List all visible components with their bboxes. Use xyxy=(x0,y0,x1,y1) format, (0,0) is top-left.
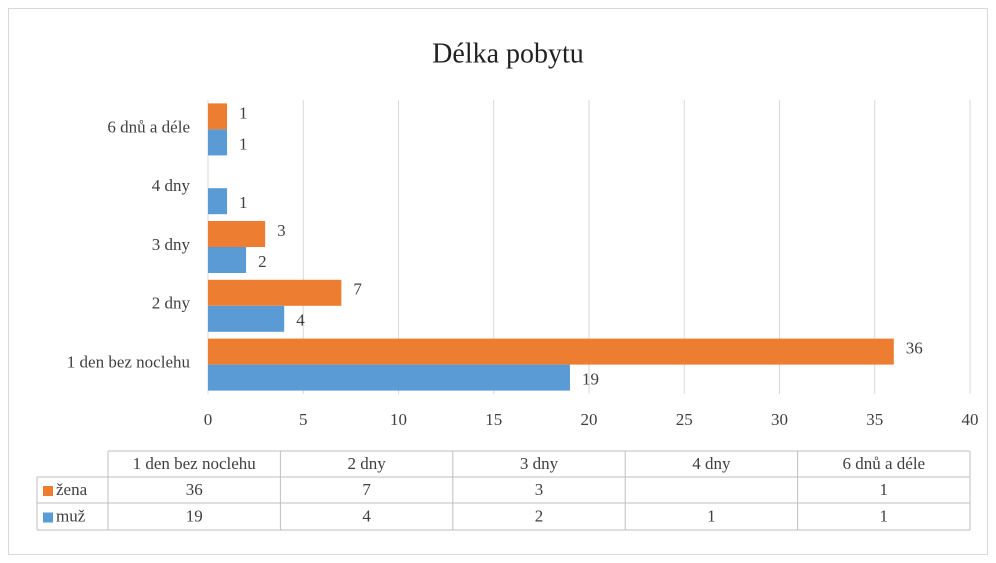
legend-swatch xyxy=(43,512,53,523)
bar xyxy=(208,279,342,306)
y-tick-label: 3 dny xyxy=(152,235,191,254)
bar xyxy=(208,364,570,391)
data-label: 7 xyxy=(353,280,362,299)
x-tick-label: 10 xyxy=(390,410,407,429)
x-tick-label: 30 xyxy=(771,410,788,429)
y-tick-label: 4 dny xyxy=(152,176,191,195)
table-cell: 36 xyxy=(186,480,203,499)
data-label: 1 xyxy=(239,103,248,122)
table-cell: 3 xyxy=(535,480,544,499)
table-cell: 2 xyxy=(535,506,544,525)
data-label: 1 xyxy=(239,134,248,153)
bar xyxy=(208,305,285,332)
bar xyxy=(208,247,247,273)
legend-label: muž xyxy=(56,506,86,525)
table-header: 2 dny xyxy=(347,454,386,473)
data-label: 1 xyxy=(239,193,248,212)
x-tick-label: 25 xyxy=(676,410,693,429)
table-cell: 7 xyxy=(362,480,371,499)
data-label: 36 xyxy=(906,339,923,358)
y-tick-label: 2 dny xyxy=(152,294,191,313)
legend-swatch xyxy=(43,486,53,496)
table-cell: 1 xyxy=(880,480,889,499)
table-header: 3 dny xyxy=(520,454,559,473)
y-tick-label: 6 dnů a déle xyxy=(107,117,190,136)
table-header: 1 den bez noclehu xyxy=(133,454,257,473)
table-cell: 4 xyxy=(362,506,371,525)
data-label: 4 xyxy=(296,311,305,330)
table-cell: 1 xyxy=(707,506,716,525)
data-label: 2 xyxy=(258,252,267,271)
bar xyxy=(208,188,228,215)
table-cell: 1 xyxy=(880,506,889,525)
x-tick-label: 5 xyxy=(299,410,308,429)
chart-title: Délka pobytu xyxy=(432,38,584,69)
data-label: 3 xyxy=(277,221,286,240)
table-header: 4 dny xyxy=(692,454,731,473)
bar xyxy=(208,129,228,156)
legend-label: žena xyxy=(56,480,88,499)
x-tick-label: 0 xyxy=(204,410,213,429)
bar xyxy=(208,103,228,130)
bar xyxy=(208,221,266,247)
table-cell: 19 xyxy=(186,506,203,525)
y-tick-label: 1 den bez noclehu xyxy=(67,353,191,372)
x-tick-label: 15 xyxy=(485,410,502,429)
x-tick-label: 35 xyxy=(866,410,883,429)
table-header: 6 dnů a déle xyxy=(842,454,925,473)
bar xyxy=(208,338,894,365)
x-tick-label: 40 xyxy=(962,410,979,429)
x-tick-label: 20 xyxy=(581,410,598,429)
chart-border xyxy=(8,8,988,555)
data-label: 19 xyxy=(582,370,599,389)
